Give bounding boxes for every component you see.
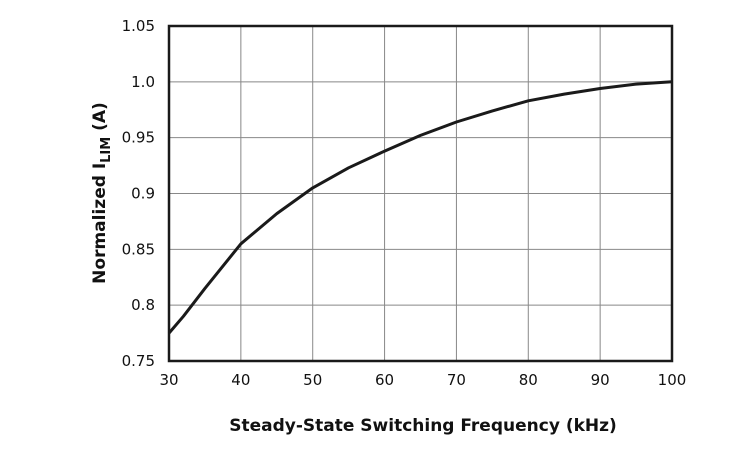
x-tick-label: 40	[231, 371, 250, 389]
y-axis-label: Normalized ILIM (A)	[90, 102, 114, 284]
y-tick-label: 0.75	[122, 352, 155, 370]
x-tick-label: 80	[519, 371, 538, 389]
grid	[168, 25, 673, 362]
y-tick-label: 0.9	[131, 185, 155, 203]
x-axis-label: Steady-State Switching Frequency (kHz)	[229, 416, 617, 436]
y-tick-label: 1.05	[122, 17, 155, 35]
x-tick-label: 30	[159, 371, 178, 389]
y-tick-label: 0.85	[122, 240, 155, 258]
x-tick-label: 70	[447, 371, 466, 389]
y-tick-label: 0.8	[131, 296, 155, 314]
series-line	[167, 80, 673, 335]
x-tick-label: 60	[375, 371, 394, 389]
x-tick-label: 100	[658, 371, 687, 389]
x-tick-labels: 30 40 50 60 70 80 90 100	[159, 371, 686, 389]
curve-layer	[167, 80, 673, 335]
x-tick-label: 90	[591, 371, 610, 389]
y-tick-labels: 0.75 0.8 0.85 0.9 0.95 1.0 1.05	[122, 17, 155, 370]
x-tick-label: 50	[303, 371, 322, 389]
y-tick-label: 0.95	[122, 129, 155, 147]
plot-frame	[167, 24, 674, 363]
y-tick-label: 1.0	[131, 73, 155, 91]
